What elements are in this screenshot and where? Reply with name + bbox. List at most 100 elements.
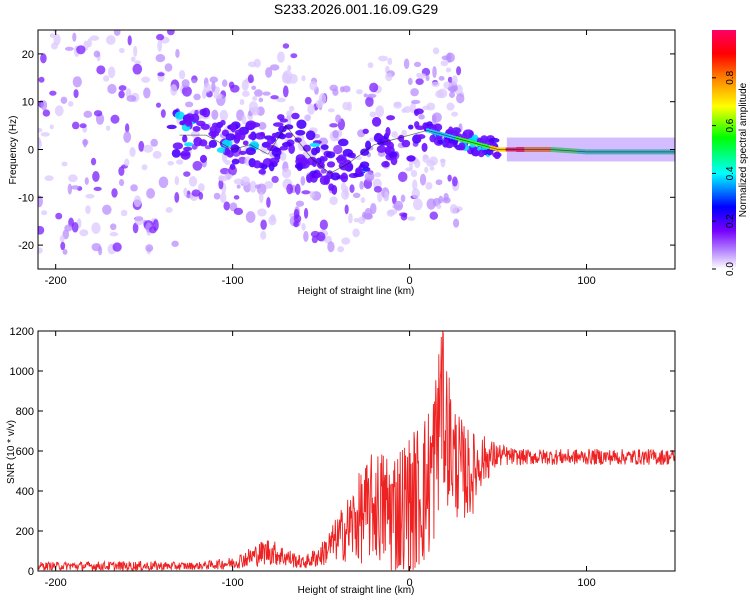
spectrogram-noise-cell [84, 177, 89, 185]
spectrogram-noise-cell [85, 193, 95, 199]
spectrogram-noise-cell [118, 85, 127, 91]
spectrogram-noise-cell [42, 109, 51, 117]
spectrogram-core-cell [330, 172, 341, 181]
spectrogram-noise-cell [251, 85, 257, 90]
spectrogram-noise-cell [178, 70, 186, 80]
spectrogram-noise-cell [419, 173, 427, 186]
spectrogram-noise-cell [105, 35, 116, 45]
spectrogram-noise-cell [38, 127, 43, 133]
spectrogram-core-cell [271, 132, 278, 138]
spectrogram-noise-cell [426, 102, 436, 111]
spectrogram-noise-cell [253, 58, 261, 68]
colorbar-tick-label: 0.0 [725, 262, 736, 276]
spectrogram-noise-cell [445, 67, 452, 73]
spectrogram-noise-cell [384, 191, 389, 202]
spectrogram-core-cell [271, 147, 282, 157]
spectrogram-noise-cell [397, 171, 408, 183]
colorbar: 0.0 0.2 0.4 0.6 0.8 Normalized spectral ampl… [712, 30, 749, 276]
spectrogram-noise-cell [276, 97, 286, 103]
spectrogram-noise-cell [303, 230, 309, 242]
spectrogram-noise-cell [143, 144, 154, 153]
spectrogram-noise-cell [91, 222, 101, 234]
spectrogram-noise-cell [41, 30, 45, 31]
spectrogram-noise-cell [72, 32, 77, 42]
spectrogram-ylabel: Frequency (Hz) [8, 116, 19, 185]
spectrogram-noise-cell [365, 96, 374, 108]
spectrogram-noise-cell [438, 76, 445, 81]
spectrogram-noise-cell [375, 105, 385, 118]
spectrogram-noise-cell [70, 185, 80, 190]
spectrogram-xtick-label: 100 [577, 275, 595, 287]
spectrogram-noise-cell [266, 197, 271, 208]
spectrogram-noise-cell [436, 204, 442, 210]
snr-xtick-label: 100 [577, 577, 595, 589]
spectrogram-noise-cell [449, 203, 458, 214]
spectrogram-noise-cell [282, 43, 290, 49]
spectrogram-noise-cell [85, 205, 91, 215]
spectrogram-noise-cell [211, 81, 216, 93]
spectrogram-noise-cell [40, 100, 48, 111]
spectrogram-noise-cell [167, 30, 175, 36]
spectrogram-noise-cell [355, 89, 363, 95]
spectrogram-noise-cell [393, 200, 404, 211]
spectrogram-noise-cell [429, 166, 435, 171]
spectrogram-noise-cell [219, 192, 227, 204]
spectrogram-core-cell [208, 139, 218, 148]
spectrogram-core-cell [239, 130, 246, 141]
spectrogram-noise-cell [309, 80, 318, 91]
spectrogram-noise-cell [126, 95, 137, 102]
spectrogram-noise-cell [249, 180, 257, 193]
spectrogram-noise-cell [268, 215, 277, 226]
spectrogram-noise-cell [130, 56, 136, 62]
spectrogram-noise-cell [327, 108, 335, 113]
spectrogram-noise-cell [440, 158, 446, 168]
spectrogram-noise-cell [282, 85, 289, 98]
spectrogram-noise-cell [92, 170, 100, 183]
spectrogram-core-cell [386, 115, 396, 121]
snr-ytick-label: 600 [16, 446, 34, 458]
spectrogram-noise-cell [348, 213, 353, 224]
spectrogram-noise-cell [236, 184, 241, 189]
spectrogram-noise-cell [181, 79, 190, 88]
spectrogram-core-cell [230, 144, 240, 153]
spectrogram-core-cell [311, 147, 318, 156]
spectrogram-noise-cell [257, 208, 267, 217]
spectrogram-core-cell [388, 151, 398, 159]
spectrogram-noise-cell [184, 101, 194, 108]
spectrogram-core-cell [471, 134, 479, 141]
spectrogram-core-cell [220, 119, 226, 126]
spectrogram-core-cell [245, 120, 257, 130]
spectrogram-noise-cell [286, 110, 293, 117]
spectrogram-noise-cell [456, 93, 465, 104]
spectrogram-core-cell [362, 128, 369, 135]
spectrogram-noise-cell [152, 150, 162, 159]
spectrogram-core-cell [198, 139, 208, 147]
spectrogram-noise-cell [431, 114, 437, 124]
spectrogram-core-cell [316, 157, 322, 164]
spectrogram-noise-cell [107, 83, 117, 95]
spectrogram-core-cell [296, 162, 303, 172]
spectrogram-core-cell [359, 161, 370, 169]
spectrogram-noise-cell [239, 98, 245, 106]
spectrogram-core-cell [295, 129, 306, 136]
spectrogram-core-cell [210, 130, 217, 140]
spectrogram-noise-cell [441, 55, 449, 61]
spectrogram-noise-cell [337, 246, 345, 253]
spectrogram-noise-cell [223, 201, 231, 211]
spectrogram-noise-cell [228, 81, 235, 89]
spectrogram-core-cell [480, 135, 489, 144]
spectrogram-core-cell [472, 149, 479, 156]
spectrogram-core-cell [272, 122, 284, 127]
spectrogram-core-cell [429, 134, 437, 143]
spectrogram-core-cell [408, 124, 414, 130]
spectrogram-noise-cell [155, 102, 162, 108]
spectrogram-noise-cell [157, 72, 165, 77]
spectrogram-noise-cell [391, 131, 398, 138]
spectrogram-noise-cell [349, 184, 355, 193]
spectrogram-core-cell [414, 109, 420, 116]
spectrogram-noise-cell [109, 223, 117, 231]
spectrogram-core-cell [314, 172, 323, 178]
spectrogram-noise-cell [327, 241, 335, 253]
colorbar-tick-label: 0.8 [725, 70, 736, 84]
spectrogram-noise-cell [93, 50, 101, 58]
